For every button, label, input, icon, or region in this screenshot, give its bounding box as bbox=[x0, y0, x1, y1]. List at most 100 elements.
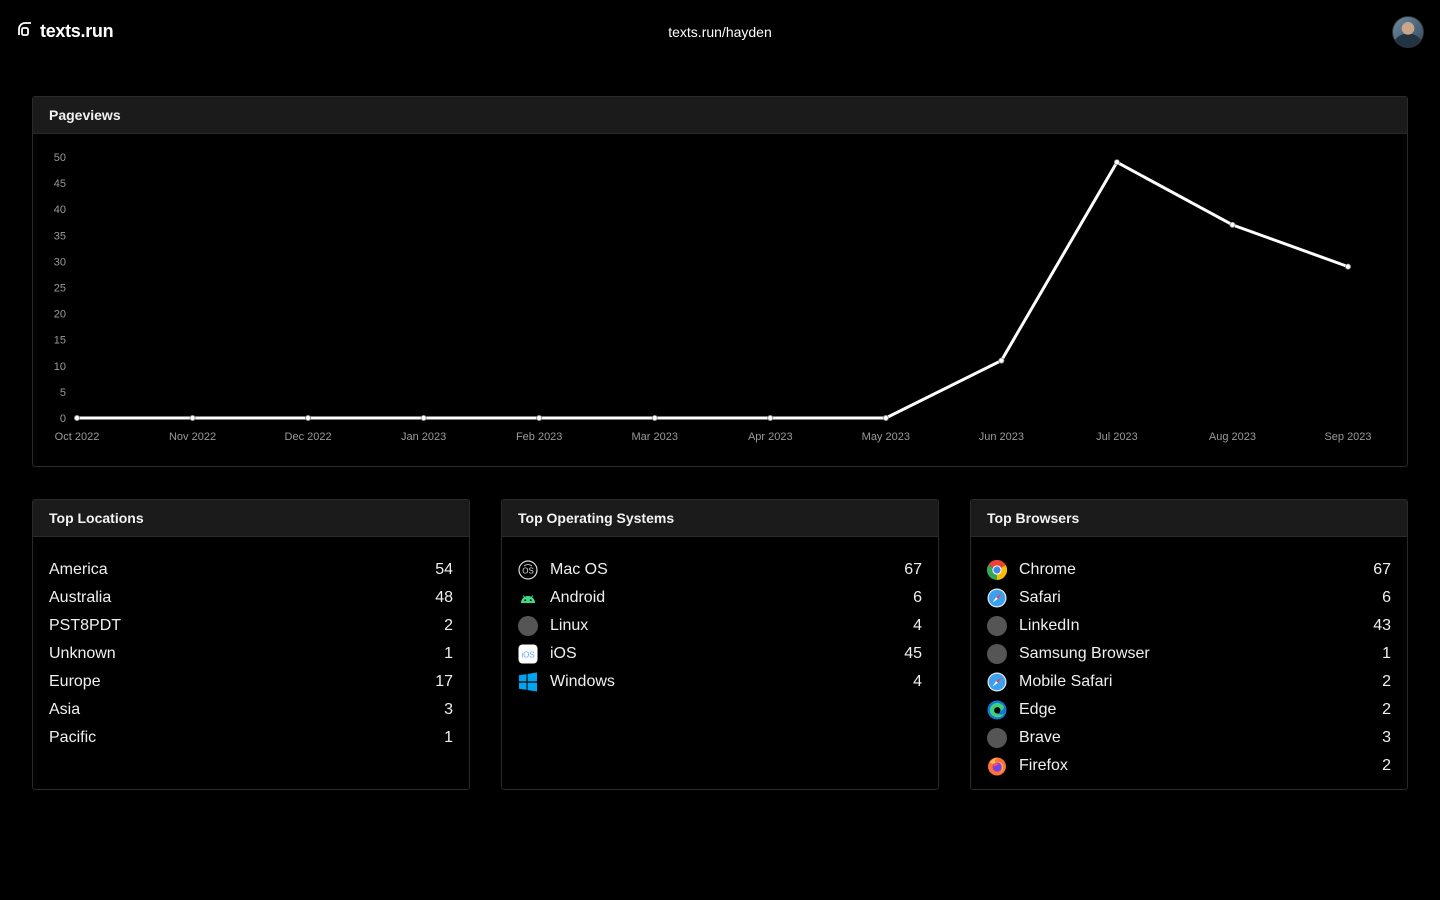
location-count: 17 bbox=[435, 673, 453, 690]
os-row[interactable]: Linux 4 bbox=[518, 612, 922, 640]
location-count: 1 bbox=[444, 729, 453, 746]
x-tick-label: Jan 2023 bbox=[401, 431, 446, 443]
x-tick-label: Feb 2023 bbox=[516, 431, 562, 443]
pageviews-card: Pageviews 0 5 10 15 20 25 30 35 40 45 50 Oct 2022 No… bbox=[32, 96, 1408, 467]
y-tick-label: 50 bbox=[54, 152, 66, 164]
location-label: Pacific bbox=[49, 729, 97, 746]
edge-icon bbox=[987, 700, 1007, 720]
location-count: 2 bbox=[444, 617, 453, 634]
location-label: PST8PDT bbox=[49, 617, 122, 634]
os-label: iOS bbox=[550, 645, 577, 662]
data-point bbox=[536, 414, 543, 421]
browser-label: Safari bbox=[1019, 589, 1061, 606]
location-count: 48 bbox=[435, 589, 453, 606]
browser-label: Edge bbox=[1019, 701, 1057, 718]
location-count: 54 bbox=[435, 561, 453, 578]
os-label: Windows bbox=[550, 673, 615, 690]
browser-label: LinkedIn bbox=[1019, 617, 1080, 634]
location-label: America bbox=[49, 561, 108, 578]
location-label: Asia bbox=[49, 701, 81, 718]
browser-label: Brave bbox=[1019, 729, 1061, 746]
browser-row[interactable]: Firefox 2 bbox=[987, 752, 1391, 780]
os-count: 4 bbox=[913, 617, 922, 634]
macos-icon: OS bbox=[518, 560, 538, 580]
data-point bbox=[189, 414, 196, 421]
android-icon bbox=[518, 588, 538, 608]
logo-icon bbox=[16, 20, 34, 43]
location-row[interactable]: America 54 bbox=[49, 556, 453, 584]
brand[interactable]: texts.run bbox=[16, 20, 114, 43]
os-row[interactable]: iOS iOS 45 bbox=[518, 640, 922, 668]
browser-label: Samsung Browser bbox=[1019, 645, 1150, 662]
browser-row[interactable]: Edge 2 bbox=[987, 696, 1391, 724]
data-point bbox=[1345, 263, 1352, 270]
pageviews-chart: 0 5 10 15 20 25 30 35 40 45 50 Oct 2022 Nov 2022 Dec … bbox=[54, 152, 1372, 443]
pageviews-series-line bbox=[75, 160, 1350, 420]
y-tick-label: 10 bbox=[54, 361, 66, 373]
browser-count: 2 bbox=[1382, 701, 1391, 718]
browser-row[interactable]: Brave 3 bbox=[987, 724, 1391, 752]
top-os-card: Top Operating Systems OS Mac OS 67 Android 6… bbox=[501, 499, 939, 790]
browser-count: 3 bbox=[1382, 729, 1391, 746]
y-tick-label: 5 bbox=[60, 387, 66, 399]
browser-row[interactable]: Safari 6 bbox=[987, 584, 1391, 612]
location-row[interactable]: PST8PDT 2 bbox=[49, 612, 453, 640]
data-point bbox=[1229, 221, 1236, 228]
location-row[interactable]: Europe 17 bbox=[49, 668, 453, 696]
brand-name: texts.run bbox=[40, 21, 114, 41]
y-tick-label: 30 bbox=[54, 256, 66, 268]
os-label: Android bbox=[550, 589, 606, 606]
location-row[interactable]: Pacific 1 bbox=[49, 724, 453, 752]
browser-count: 67 bbox=[1373, 561, 1391, 578]
top-bar: texts.run texts.run/hayden bbox=[0, 0, 1440, 64]
browser-count: 2 bbox=[1382, 673, 1391, 690]
y-tick-label: 0 bbox=[60, 413, 66, 425]
location-row[interactable]: Australia 48 bbox=[49, 584, 453, 612]
browser-count: 43 bbox=[1373, 617, 1391, 634]
svg-text:OS: OS bbox=[522, 567, 534, 576]
os-label: Linux bbox=[550, 617, 589, 634]
y-tick-label: 25 bbox=[54, 283, 66, 295]
browser-label: Chrome bbox=[1019, 561, 1076, 578]
x-tick-label: Aug 2023 bbox=[1209, 431, 1256, 443]
placeholder-circle-icon bbox=[987, 616, 1007, 636]
placeholder-circle-icon bbox=[987, 644, 1007, 664]
data-point bbox=[998, 357, 1005, 364]
top-browsers-title: Top Browsers bbox=[971, 500, 1407, 537]
data-point bbox=[882, 414, 889, 421]
placeholder-circle-icon bbox=[987, 728, 1007, 748]
browser-row[interactable]: Mobile Safari 2 bbox=[987, 668, 1391, 696]
y-tick-label: 45 bbox=[54, 178, 66, 190]
location-row[interactable]: Asia 3 bbox=[49, 696, 453, 724]
x-tick-label: Apr 2023 bbox=[748, 431, 793, 443]
os-count: 6 bbox=[913, 589, 922, 606]
y-tick-label: 40 bbox=[54, 204, 66, 216]
os-row[interactable]: OS Mac OS 67 bbox=[518, 556, 922, 584]
browser-row[interactable]: Chrome 67 bbox=[987, 556, 1391, 584]
browser-count: 1 bbox=[1382, 645, 1391, 662]
ios-icon: iOS bbox=[518, 644, 538, 664]
os-row[interactable]: Android 6 bbox=[518, 584, 922, 612]
os-count: 4 bbox=[913, 673, 922, 690]
windows-icon bbox=[518, 672, 538, 692]
browser-label: Firefox bbox=[1019, 757, 1068, 774]
safari-icon bbox=[987, 672, 1007, 692]
location-row[interactable]: Unknown 1 bbox=[49, 640, 453, 668]
data-point bbox=[74, 414, 81, 421]
browser-count: 6 bbox=[1382, 589, 1391, 606]
y-tick-label: 35 bbox=[54, 230, 66, 242]
location-count: 3 bbox=[444, 701, 453, 718]
os-count: 45 bbox=[904, 645, 922, 662]
location-label: Unknown bbox=[49, 645, 116, 662]
browser-count: 2 bbox=[1382, 757, 1391, 774]
safari-icon bbox=[987, 588, 1007, 608]
profile-url[interactable]: texts.run/hayden bbox=[668, 24, 772, 40]
browser-row[interactable]: Samsung Browser 1 bbox=[987, 640, 1391, 668]
browser-row[interactable]: LinkedIn 43 bbox=[987, 612, 1391, 640]
y-tick-label: 15 bbox=[54, 335, 66, 347]
x-tick-label: Nov 2022 bbox=[169, 431, 216, 443]
x-tick-label: Sep 2023 bbox=[1324, 431, 1371, 443]
avatar[interactable] bbox=[1392, 16, 1424, 48]
os-row[interactable]: Windows 4 bbox=[518, 668, 922, 696]
x-tick-label: Dec 2022 bbox=[285, 431, 332, 443]
